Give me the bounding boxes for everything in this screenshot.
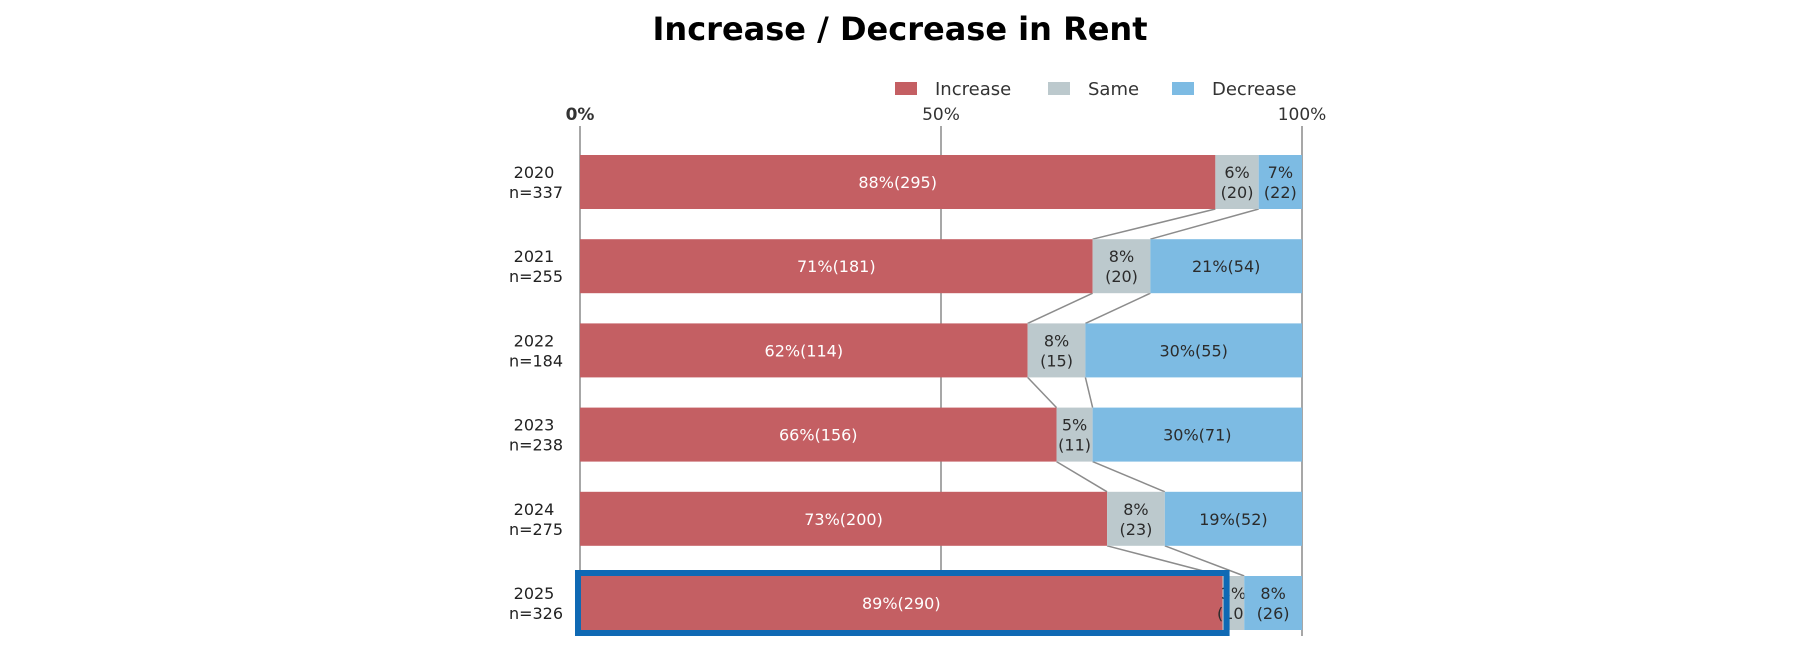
category-label-year: 2023 <box>514 416 555 435</box>
connector-line <box>1085 292 1151 325</box>
category-label-sample-size: n=337 <box>509 183 563 202</box>
legend-label-decrease: Decrease <box>1212 79 1296 100</box>
bar-increase-2022 <box>580 323 1028 378</box>
data-label: 5% <box>1062 416 1087 435</box>
category-label-year: 2024 <box>514 500 555 519</box>
data-label: (20) <box>1221 183 1254 202</box>
data-label: 88%(295) <box>858 173 937 192</box>
chart-title: Increase / Decrease in Rent <box>652 10 1148 48</box>
highlight-box-2025 <box>575 570 1230 636</box>
bar-same-2020 <box>1215 155 1259 209</box>
connector-line <box>1084 377 1094 408</box>
bar-decrease-2024 <box>1164 491 1302 546</box>
category-label-year: 2025 <box>514 584 555 603</box>
legend-swatch-increase <box>895 82 917 95</box>
data-label: 6% <box>1224 163 1249 182</box>
data-label: (15) <box>1040 351 1073 370</box>
data-label: 62%(114) <box>765 341 844 360</box>
data-label: 30%(55) <box>1159 341 1227 360</box>
x-tick-label: 0% <box>566 105 595 125</box>
data-label: 71%(181) <box>797 257 876 276</box>
bar-decrease-2022 <box>1085 323 1302 378</box>
category-label-sample-size: n=184 <box>509 351 563 370</box>
bar-increase-2024 <box>580 491 1108 546</box>
connector-line <box>1027 292 1093 325</box>
data-label: 89%(290) <box>862 594 941 613</box>
bar-same-2023 <box>1056 407 1093 462</box>
bar-same-2022 <box>1027 323 1086 378</box>
data-label: (26) <box>1257 604 1290 623</box>
data-label: (20) <box>1105 267 1138 286</box>
x-tick-label: 100% <box>1278 105 1327 125</box>
connector-line <box>1027 376 1058 409</box>
bar-increase-2021 <box>580 239 1093 294</box>
data-label: 30%(71) <box>1163 426 1231 445</box>
bar-decrease-2025 <box>1244 576 1302 630</box>
bar-decrease-2020 <box>1258 155 1302 209</box>
bar-increase-2020 <box>580 155 1216 209</box>
legend-swatch-decrease <box>1172 82 1194 95</box>
connector-line <box>1092 460 1166 493</box>
data-label: (11) <box>1058 436 1091 455</box>
category-label-sample-size: n=326 <box>509 604 563 623</box>
bar-same-2024 <box>1107 491 1165 546</box>
data-label: 66%(156) <box>779 426 858 445</box>
data-label: 8% <box>1260 584 1285 603</box>
bar-same-2021 <box>1092 239 1151 294</box>
data-label: 7% <box>1268 163 1293 182</box>
category-label-sample-size: n=238 <box>509 436 563 455</box>
bar-decrease-2021 <box>1150 239 1302 294</box>
category-label-year: 2020 <box>514 163 555 182</box>
category-label-sample-size: n=275 <box>509 520 563 539</box>
connector-line <box>1164 545 1245 577</box>
data-label: (23) <box>1120 520 1153 539</box>
data-label: (22) <box>1264 183 1297 202</box>
category-label-year: 2021 <box>514 247 555 266</box>
data-label: 8% <box>1123 500 1148 519</box>
connector-line <box>1150 208 1259 240</box>
legend-label-increase: Increase <box>935 79 1011 100</box>
legend-swatch-same <box>1048 82 1070 95</box>
data-label: 21%(54) <box>1192 257 1260 276</box>
connector-line <box>1092 208 1216 240</box>
x-tick-label: 50% <box>922 105 960 125</box>
data-label: 8% <box>1044 331 1069 350</box>
bar-increase-2025 <box>580 576 1223 630</box>
category-label-year: 2022 <box>514 331 555 350</box>
category-label-sample-size: n=255 <box>509 267 563 286</box>
bar-decrease-2023 <box>1092 407 1302 462</box>
data-label: 8% <box>1109 247 1134 266</box>
legend-label-same: Same <box>1088 79 1139 100</box>
data-label: 73%(200) <box>804 510 883 529</box>
connector-line <box>1056 460 1108 493</box>
bar-increase-2023 <box>580 407 1057 462</box>
data-label: 19%(52) <box>1199 510 1267 529</box>
